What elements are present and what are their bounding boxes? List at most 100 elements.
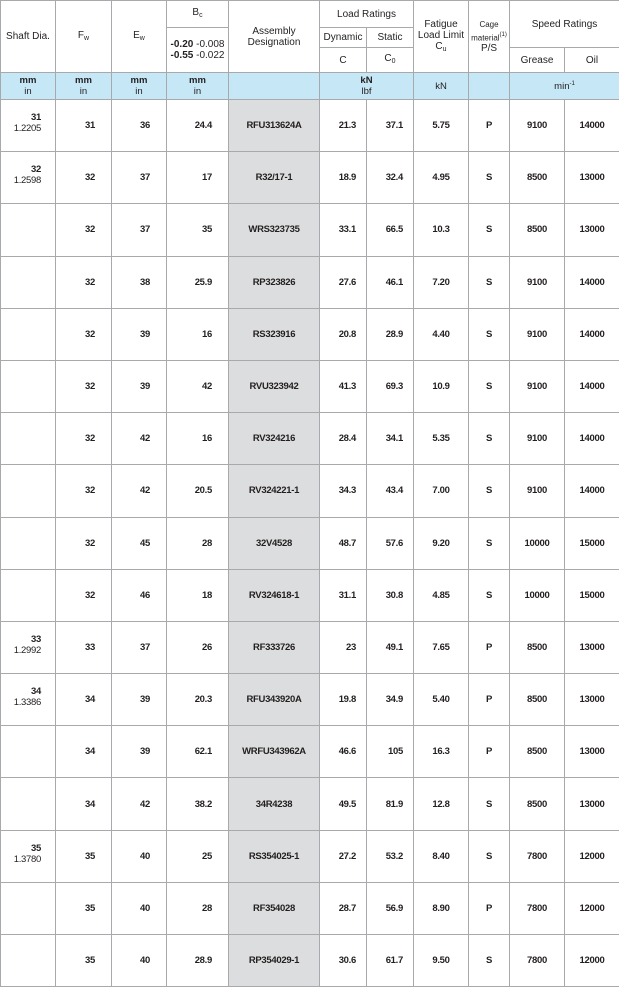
cell-oil: 15000 (565, 569, 619, 621)
cell-c: 28.7 (320, 882, 367, 934)
cell-bc: 28 (167, 517, 229, 569)
cell-ew: 40 (112, 882, 167, 934)
cell-fw: 32 (56, 152, 112, 204)
header-cage: Cage material(1)P/S (469, 1, 510, 73)
header-grease: Grease (510, 48, 565, 73)
cell-designation: RV324221-1 (229, 465, 320, 517)
header-dynamic: Dynamic (320, 28, 367, 48)
cell-ew: 42 (112, 413, 167, 465)
cell-ew: 39 (112, 360, 167, 412)
cell-cage: S (469, 204, 510, 256)
cell-cage: S (469, 569, 510, 621)
cell-cu: 10.3 (414, 204, 469, 256)
cell-grease: 8500 (510, 621, 565, 673)
cell-bc: 35 (167, 204, 229, 256)
cell-shaft (1, 256, 56, 308)
cell-bc: 42 (167, 360, 229, 412)
header-load-ratings: Load Ratings (320, 1, 414, 28)
cell-grease: 7800 (510, 882, 565, 934)
shaft-mm: 31 (31, 112, 41, 123)
unit-cage (469, 73, 510, 100)
cell-bc: 38.2 (167, 778, 229, 830)
unit-speed: min-1 (510, 73, 619, 100)
cell-shaft (1, 308, 56, 360)
cell-bc: 16 (167, 308, 229, 360)
cell-bc: 24.4 (167, 100, 229, 152)
cell-designation: RP354029-1 (229, 935, 320, 987)
cell-c0: 105 (367, 726, 414, 778)
cell-bc: 28 (167, 882, 229, 934)
cell-oil: 13000 (565, 621, 619, 673)
shaft-mm: 32 (31, 164, 41, 175)
cell-grease: 7800 (510, 830, 565, 882)
cell-cage: S (469, 935, 510, 987)
cell-designation: RVU323942 (229, 360, 320, 412)
cell-c0: 57.6 (367, 517, 414, 569)
cell-grease: 8500 (510, 674, 565, 726)
header-shaft: Shaft Dia. (1, 1, 56, 73)
cell-ew: 45 (112, 517, 167, 569)
cell-ew: 36 (112, 100, 167, 152)
cell-ew: 37 (112, 204, 167, 256)
cell-designation: R32/17-1 (229, 152, 320, 204)
cell-designation: 32V4528 (229, 517, 320, 569)
cell-ew: 42 (112, 465, 167, 517)
cell-designation: RF354028 (229, 882, 320, 934)
header-fw: Fw (56, 1, 112, 73)
cell-designation: RP323826 (229, 256, 320, 308)
cell-designation: 34R4238 (229, 778, 320, 830)
cell-cage: P (469, 100, 510, 152)
cell-ew: 37 (112, 621, 167, 673)
cell-shaft (1, 465, 56, 517)
cell-fw: 31 (56, 100, 112, 152)
shaft-mm: 34 (31, 686, 41, 697)
cell-oil: 12000 (565, 882, 619, 934)
cell-c: 23 (320, 621, 367, 673)
cell-c: 41.3 (320, 360, 367, 412)
cell-shaft (1, 726, 56, 778)
cell-shaft (1, 360, 56, 412)
cell-grease: 8500 (510, 726, 565, 778)
cell-designation: RV324618-1 (229, 569, 320, 621)
cell-bc: 20.5 (167, 465, 229, 517)
cell-c0: 32.4 (367, 152, 414, 204)
cell-bc: 25 (167, 830, 229, 882)
shaft-in: 1.3780 (1, 854, 41, 865)
cell-oil: 13000 (565, 778, 619, 830)
cell-bc: 20.3 (167, 674, 229, 726)
cell-fw: 35 (56, 830, 112, 882)
cell-cu: 7.65 (414, 621, 469, 673)
cell-ew: 39 (112, 308, 167, 360)
cell-cage: S (469, 517, 510, 569)
cell-shaft (1, 204, 56, 256)
cell-ew: 42 (112, 778, 167, 830)
unit-fatigue: kN (414, 73, 469, 100)
cell-shaft (1, 413, 56, 465)
cell-c: 48.7 (320, 517, 367, 569)
cell-grease: 10000 (510, 517, 565, 569)
cell-cu: 4.40 (414, 308, 469, 360)
cell-designation: WRFU343962A (229, 726, 320, 778)
cell-c0: 69.3 (367, 360, 414, 412)
cell-cu: 5.35 (414, 413, 469, 465)
shaft-mm: 35 (31, 843, 41, 854)
cell-cu: 4.85 (414, 569, 469, 621)
cell-c: 21.3 (320, 100, 367, 152)
header-bc: Bc (167, 1, 229, 28)
header-speed-ratings: Speed Ratings (510, 1, 619, 48)
cell-c0: 34.1 (367, 413, 414, 465)
cell-oil: 15000 (565, 517, 619, 569)
